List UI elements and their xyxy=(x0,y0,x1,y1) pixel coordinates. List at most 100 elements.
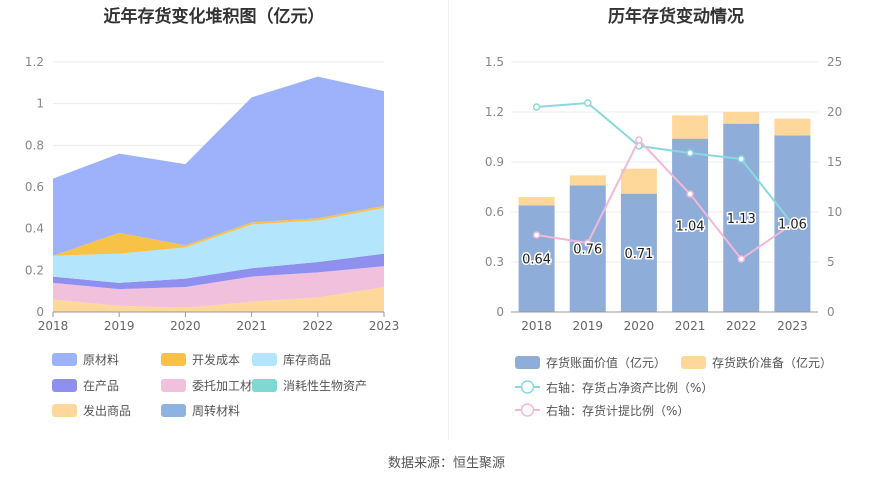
line-point xyxy=(788,220,797,228)
left-x-tick-label: 2020 xyxy=(170,319,201,333)
right-y-left-tick-label: 1.2 xyxy=(485,105,504,119)
bar-segment xyxy=(723,112,760,124)
left-y-tick-label: 0 xyxy=(36,305,44,319)
legend-label: 消耗性生物资产 xyxy=(283,379,367,393)
left-y-tick-label: 0.2 xyxy=(25,263,44,277)
bar-segment xyxy=(518,197,555,206)
legend-label: 存货账面价值（亿元） xyxy=(546,355,666,370)
legend-label: 在产品 xyxy=(83,379,119,393)
legend-label: 原材料 xyxy=(83,353,119,367)
line-point xyxy=(686,149,694,157)
legend-marker xyxy=(520,380,535,394)
legend-swatch xyxy=(252,379,277,392)
right-y-right-tick-label: 10 xyxy=(827,205,842,219)
left-axes: 2018 2019 2020 2021 2022 2023 xyxy=(38,311,400,333)
left-y-tick-label: 0.6 xyxy=(25,180,44,194)
right-legend: 存货账面价值（亿元） 存货跌价准备（亿元） 右轴：存货占净资产比例（%） 右轴：存货计… xyxy=(515,355,832,418)
legend-swatch xyxy=(52,404,77,417)
legend-swatch xyxy=(52,353,77,366)
right-y-left-tick-label: 0.3 xyxy=(485,255,504,269)
line-point xyxy=(584,99,592,107)
legend-swatch xyxy=(161,379,186,392)
stacked-area-chart: 近年存货变化堆积图（亿元） 0 0.2 0.4 0.6 0.8 1 1.2 2018 2019… xyxy=(25,6,400,418)
line-point xyxy=(686,190,694,198)
right-y-right-tick-label: 15 xyxy=(827,155,842,169)
legend-label: 周转材料 xyxy=(192,403,240,418)
bar-segment xyxy=(620,193,657,312)
left-y-tick-label: 1 xyxy=(36,97,44,111)
legend-label: 发出商品 xyxy=(83,403,131,418)
legend-label: 库存商品 xyxy=(283,352,331,367)
area-发出商品 xyxy=(53,287,384,312)
right-x-tick-label: 2021 xyxy=(675,319,706,333)
bar-value-label: 0.76 xyxy=(573,243,602,258)
legend-swatch xyxy=(52,379,77,392)
legend-label: 委托加工材料 xyxy=(192,379,264,393)
line-point xyxy=(532,103,541,111)
right-y-left-tick-label: 0 xyxy=(496,305,504,319)
bar-segment xyxy=(774,118,811,136)
right-y-right-tick-label: 25 xyxy=(827,55,842,69)
right-y-right-tick-label: 0 xyxy=(827,305,835,319)
left-x-tick-label: 2019 xyxy=(104,319,135,333)
stacked-bar-line-chart: 历年存货变动情况 0 0.3 0.6 0.9 1.2 1.5 0 5 10 15 20 25 0.64… xyxy=(485,6,842,418)
right-x-tick-label: 2022 xyxy=(726,319,757,333)
bar-value-label: 1.04 xyxy=(676,219,705,234)
bar-segment xyxy=(518,205,555,312)
bar-segment xyxy=(569,175,606,186)
line-series xyxy=(536,101,794,225)
left-x-tick-label: 2018 xyxy=(38,319,69,333)
bar-value-label: 1.06 xyxy=(778,218,807,233)
legend-label: 右轴：存货计提比例（%） xyxy=(546,403,689,418)
right-chart-title: 历年存货变动情况 xyxy=(608,6,744,27)
bar-value-label: 0.64 xyxy=(522,253,551,268)
area-原材料 xyxy=(53,76,384,256)
left-areas xyxy=(53,76,384,312)
legend-swatch xyxy=(252,353,277,366)
right-x-tick-label: 2023 xyxy=(777,319,808,333)
right-y-right-tick-label: 5 xyxy=(827,255,835,269)
right-bar-labels: 0.64 0.76 0.71 1.04 1.13 1.06 xyxy=(521,210,809,269)
legend-swatch xyxy=(161,404,186,417)
line-point xyxy=(737,155,745,163)
area-开发成本 xyxy=(53,205,384,256)
right-axes: 2018 2019 2020 2021 2022 2023 xyxy=(511,311,818,333)
data-source: 数据来源：恒生聚源 xyxy=(387,456,505,471)
right-x-tick-label: 2020 xyxy=(624,319,655,333)
line-point xyxy=(532,231,541,239)
legend-swatch xyxy=(681,356,706,369)
chart-divider xyxy=(448,0,449,440)
line-series xyxy=(536,138,793,261)
right-y-right-tick-label: 20 xyxy=(827,105,842,119)
area-库存商品 xyxy=(53,207,384,283)
left-chart-title: 近年存货变化堆积图（亿元） xyxy=(104,6,325,27)
bar-segment xyxy=(672,115,709,139)
left-y-tick-label: 0.4 xyxy=(25,222,44,236)
area-在产品 xyxy=(53,253,384,290)
left-y-tick-label: 1.2 xyxy=(25,55,44,69)
line-point xyxy=(635,136,643,144)
left-y-tick-label: 0.8 xyxy=(25,138,44,152)
bar-segment xyxy=(723,123,760,313)
right-bars xyxy=(518,112,811,313)
legend-label: 开发成本 xyxy=(192,352,240,367)
bar-segment xyxy=(672,138,709,312)
legend-label: 存货跌价准备（亿元） xyxy=(712,355,832,370)
right-y-left-tick-label: 1.5 xyxy=(485,55,504,69)
bar-segment xyxy=(569,185,606,312)
right-y-left-tick-label: 0.9 xyxy=(485,155,504,169)
left-x-tick-label: 2023 xyxy=(369,319,400,333)
line-point xyxy=(584,239,592,247)
right-x-tick-label: 2018 xyxy=(521,319,552,333)
right-y-left-tick-label: 0.6 xyxy=(485,205,504,219)
left-x-tick-label: 2022 xyxy=(303,319,334,333)
right-lines xyxy=(532,99,797,263)
legend-label: 右轴：存货占净资产比例（%） xyxy=(546,380,713,395)
legend-marker xyxy=(520,403,535,417)
area-委托加工材料 xyxy=(53,266,384,308)
bar-segment xyxy=(620,168,657,194)
bar-value-label: 0.71 xyxy=(624,247,653,262)
legend-swatch xyxy=(161,353,186,366)
bar-value-label: 1.13 xyxy=(727,212,756,227)
